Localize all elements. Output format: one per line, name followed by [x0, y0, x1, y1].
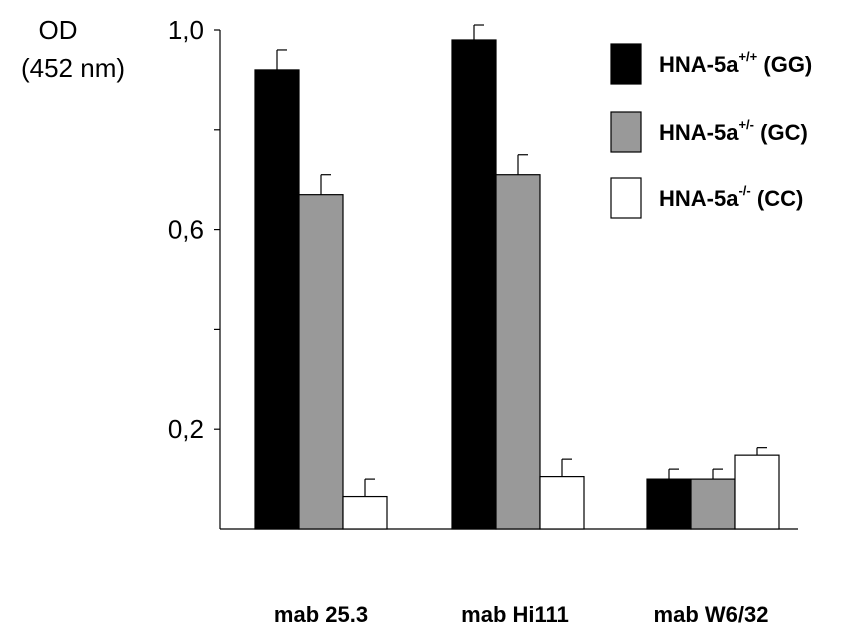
y-tick-label: 0,6	[168, 215, 204, 245]
bar	[495, 174, 541, 530]
legend-label: HNA-5a+/- (GC)	[659, 117, 808, 145]
legend-label-name: HNA-5a	[659, 52, 739, 77]
bar	[451, 39, 497, 530]
legend-label: HNA-5a-/- (CC)	[659, 183, 803, 211]
legend-label-superscript: +/-	[738, 117, 754, 132]
bar	[646, 478, 692, 530]
legend-label: HNA-5a+/+ (GG)	[659, 49, 812, 77]
bar	[342, 495, 388, 530]
legend: HNA-5a+/+ (GG)HNA-5a+/- (GC)HNA-5a-/- (C…	[610, 43, 812, 219]
bar	[734, 454, 780, 530]
legend-label-genotype: (GG)	[757, 52, 812, 77]
legend-swatch	[610, 43, 642, 85]
bar	[690, 478, 736, 530]
y-tick-label: 1,0	[168, 15, 204, 45]
y-axis: 1,0 0,6 0,2	[168, 15, 221, 529]
legend-label-name: HNA-5a	[659, 186, 739, 211]
bar	[298, 194, 344, 530]
bar	[254, 69, 300, 530]
legend-swatch	[610, 111, 642, 153]
category-labels: mab 25.3 mab Hi111 mab W6/32	[274, 602, 769, 627]
legend-label-genotype: (GC)	[754, 120, 808, 145]
legend-label-name: HNA-5a	[659, 120, 739, 145]
x-category-label: mab 25.3	[274, 602, 368, 627]
y-axis-label-line2: (452 nm)	[21, 53, 125, 83]
x-category-label: mab Hi111	[461, 602, 569, 627]
legend-label-genotype: (CC)	[751, 186, 804, 211]
y-tick-label: 0,2	[168, 414, 204, 444]
legend-label-superscript: +/+	[738, 49, 757, 64]
legend-label-superscript: -/-	[738, 183, 750, 198]
legend-swatch	[610, 177, 642, 219]
bars	[254, 24, 780, 530]
y-axis-label-line1: OD	[39, 15, 78, 45]
bar	[539, 476, 585, 530]
x-category-label: mab W6/32	[654, 602, 769, 627]
